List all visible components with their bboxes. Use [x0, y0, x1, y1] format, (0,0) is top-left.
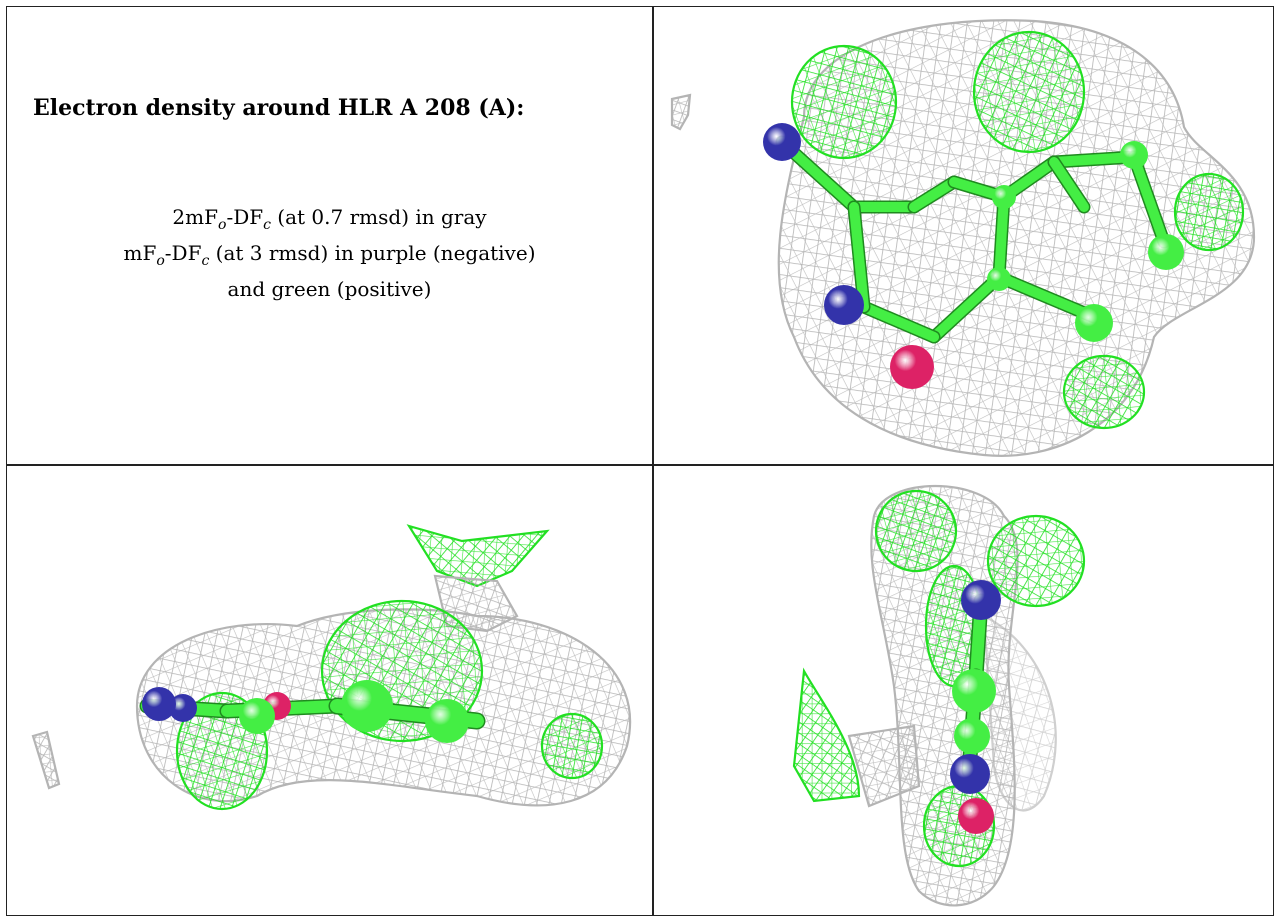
green-density-mesh	[406, 524, 550, 588]
nitrogen-atom	[950, 754, 990, 794]
green-density-mesh	[792, 667, 861, 803]
green-density-mesh	[1173, 172, 1245, 252]
legend-line1-pre: 2mF	[172, 205, 218, 229]
carbon-atom	[952, 669, 996, 713]
legend-line2-sub-o: o	[156, 253, 165, 269]
bond	[994, 192, 1009, 282]
carbon-atom	[954, 718, 990, 754]
green-density-mesh	[924, 564, 984, 688]
density-view-top-right	[654, 7, 1273, 464]
legend-line2-mid: -DF	[164, 241, 202, 265]
legend-line1-sub-c: c	[263, 217, 271, 233]
nitrogen-atom	[763, 123, 801, 161]
legend-line1-mid: -DF	[226, 205, 264, 229]
density-view-bottom-left	[7, 466, 652, 915]
oxygen-atom	[958, 798, 994, 834]
grid-divider-vertical	[652, 7, 654, 915]
density-render-bottom-left	[31, 524, 632, 811]
legend-line2-sub-c: c	[201, 253, 210, 269]
bond	[994, 272, 1099, 322]
bond	[1129, 152, 1169, 247]
carbon-atom	[341, 680, 393, 732]
legend-line-2mfo: 2mFo-DFc (at 0.7 rmsd) in gray	[7, 203, 652, 239]
legend-cell: Electron density around HLR A 208 (A): 2…	[7, 7, 652, 464]
bond	[859, 302, 939, 342]
figure-grid: Electron density around HLR A 208 (A): 2…	[6, 6, 1274, 916]
carbon-atom	[992, 185, 1016, 209]
legend-line-mfo: mFo-DFc (at 3 rmsd) in purple (negative)	[7, 239, 652, 275]
bond	[1049, 157, 1089, 212]
carbon-atom	[425, 699, 469, 743]
green-density-mesh	[986, 514, 1086, 608]
gray-density-mesh	[777, 19, 1256, 457]
nitrogen-atom	[824, 285, 864, 325]
carbon-atom	[239, 698, 275, 734]
density-fragment-mesh	[670, 93, 692, 131]
oxygen-atom	[890, 345, 934, 389]
carbon-atom	[1120, 141, 1148, 169]
green-density-mesh	[790, 44, 898, 160]
green-density-mesh	[972, 30, 1086, 154]
bond	[929, 272, 1004, 342]
carbon-atom	[1148, 234, 1184, 270]
carbon-atom	[1075, 304, 1113, 342]
nitrogen-atom	[169, 694, 197, 722]
legend-line1-sub-o: o	[218, 217, 227, 233]
grid-divider-horizontal	[7, 464, 1273, 466]
bond	[909, 177, 959, 212]
figure-title: Electron density around HLR A 208 (A):	[33, 95, 525, 121]
green-density-mesh	[874, 489, 958, 573]
legend-line2-post: (at 3 rmsd) in purple (negative)	[209, 241, 536, 265]
legend-text: 2mFo-DFc (at 0.7 rmsd) in gray mFo-DFc (…	[7, 203, 652, 303]
nitrogen-atom	[961, 580, 1001, 620]
legend-line-colors: and green (positive)	[227, 277, 432, 301]
bond	[849, 202, 869, 312]
nitrogen-atom	[142, 687, 176, 721]
legend-line1-post: (at 0.7 rmsd) in gray	[270, 205, 487, 229]
legend-line2-pre: mF	[123, 241, 157, 265]
density-render-top	[670, 19, 1256, 457]
density-render-bottom-right	[792, 484, 1086, 907]
density-view-bottom-right	[654, 466, 1273, 915]
green-density-mesh	[1062, 354, 1146, 430]
carbon-atom	[987, 267, 1011, 291]
density-fragment-mesh	[31, 730, 61, 790]
green-density-mesh	[540, 712, 604, 780]
